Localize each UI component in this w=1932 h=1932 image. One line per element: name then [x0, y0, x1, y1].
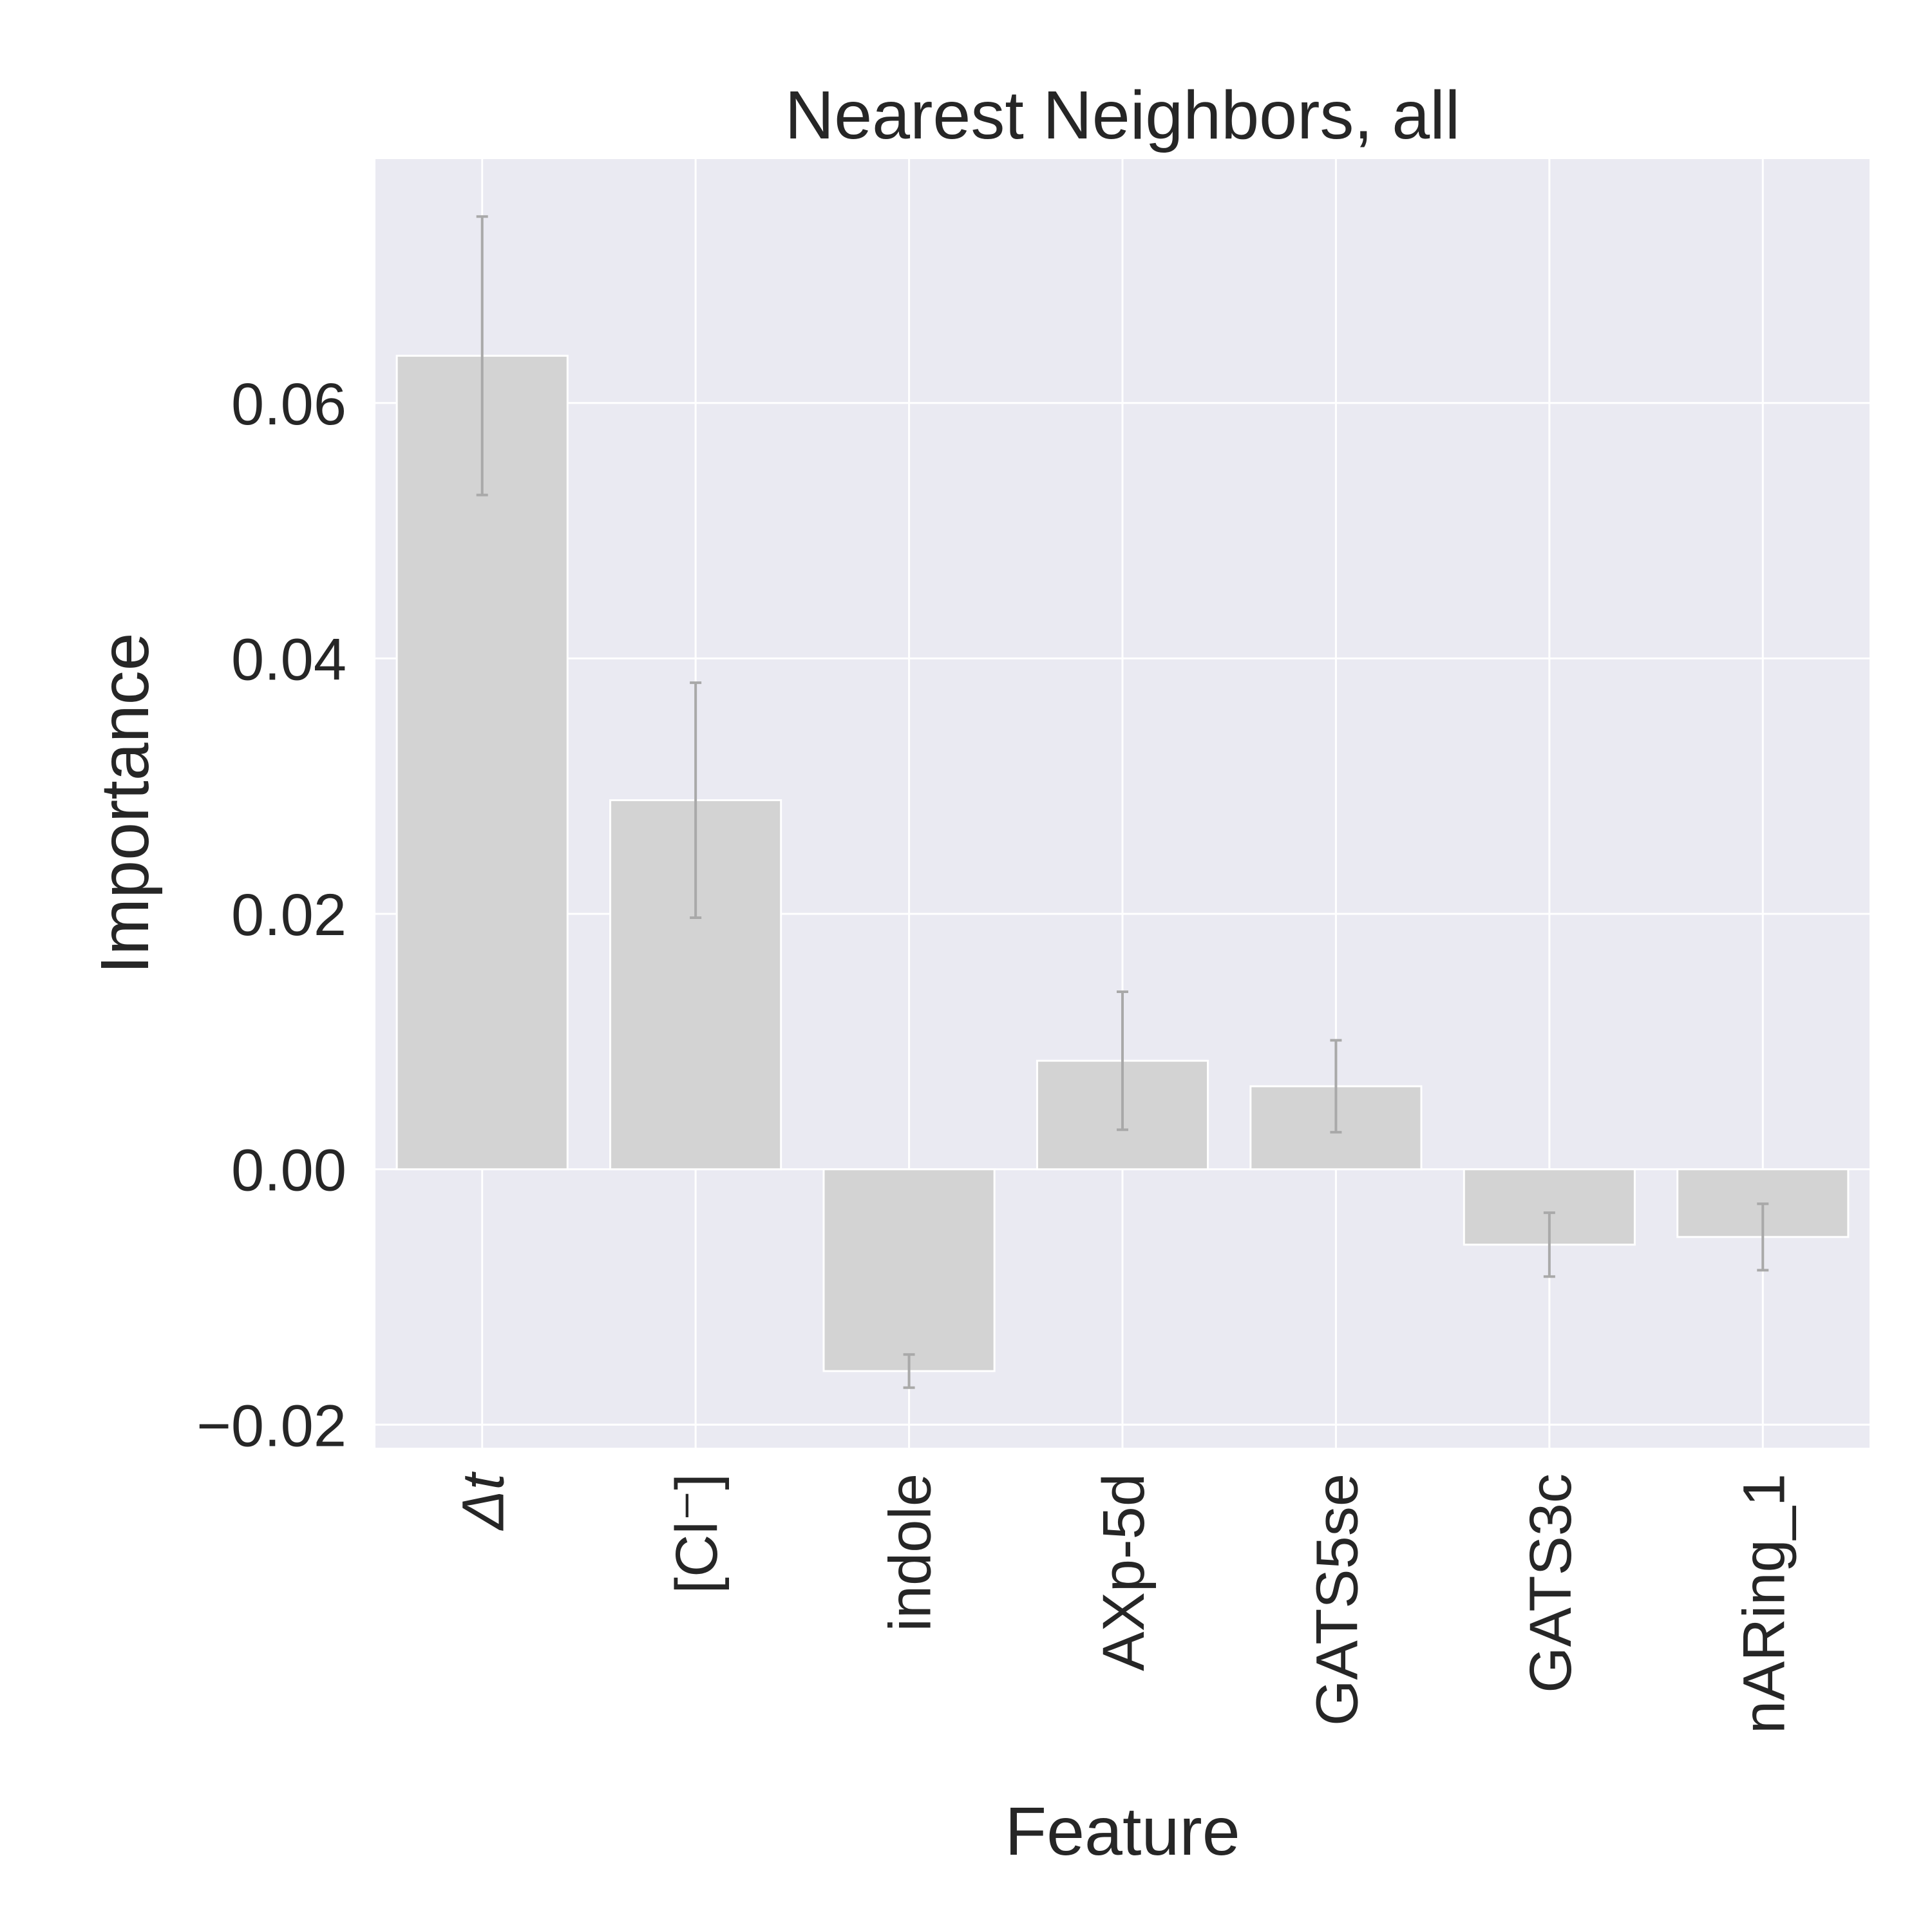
x-tick-label: Δt	[451, 1472, 516, 1531]
error-bar-1	[476, 215, 488, 497]
x-tick-label: [Cl⁻]	[664, 1473, 730, 1594]
x-tick-labels: Δt [Cl⁻] indole AXp-5d GATS5se GATS3c nARing_1	[451, 1472, 1797, 1734]
y-axis-label: Importance	[87, 632, 163, 974]
error-bar-2	[690, 681, 702, 919]
y-tick-label: 0.04	[231, 627, 346, 692]
bars	[395, 354, 1850, 1372]
error-bar-3	[903, 1353, 915, 1389]
error-bar-6	[1543, 1211, 1555, 1278]
error-bars	[476, 215, 1769, 1389]
error-bar-5	[1330, 1039, 1342, 1134]
x-tick-label: GATS3c	[1518, 1473, 1584, 1693]
chart-title: Nearest Neighbors, all	[785, 77, 1461, 153]
y-tick-label: 0.00	[231, 1138, 346, 1204]
x-tick-label: indole	[878, 1473, 943, 1632]
error-bar-7	[1757, 1202, 1769, 1272]
x-tick-label: AXp-5d	[1091, 1473, 1157, 1671]
bar-3	[822, 1168, 996, 1372]
y-tick-label: 0.02	[231, 882, 346, 948]
y-tick-label: 0.06	[231, 372, 346, 437]
x-tick-label: nARing_1	[1731, 1473, 1797, 1734]
y-tick-label: −0.02	[196, 1393, 346, 1459]
x-axis-label: Feature	[1005, 1794, 1240, 1870]
y-tick-labels: −0.02 0.00 0.02 0.04 0.06	[196, 372, 346, 1459]
x-tick-label: GATS5se	[1304, 1473, 1370, 1726]
error-bar-4	[1117, 990, 1128, 1132]
